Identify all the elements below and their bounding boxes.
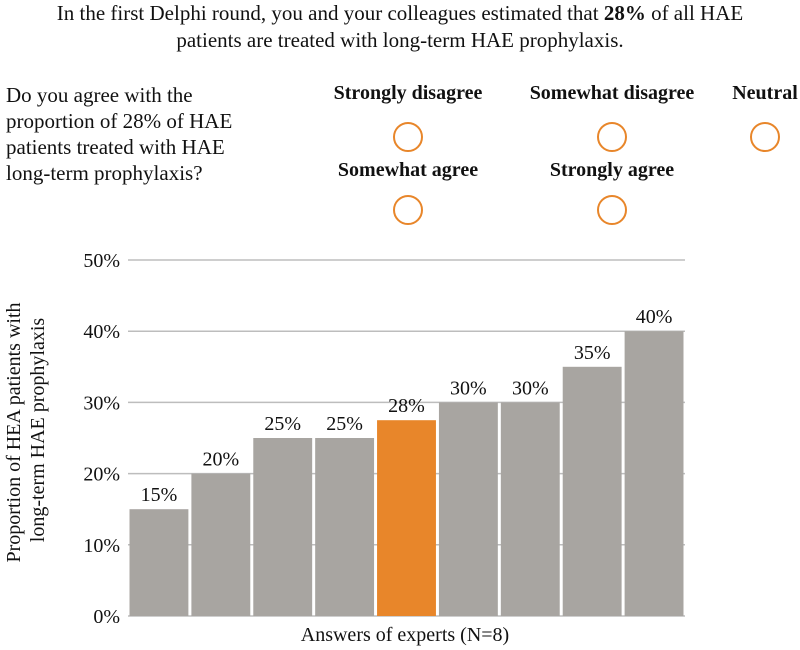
y-tick-label: 40% bbox=[83, 321, 120, 343]
bar-value-label: 30% bbox=[450, 377, 487, 399]
y-axis-title: Proportion of HEA patients with long-ter… bbox=[3, 298, 49, 563]
bar-value-label: 20% bbox=[202, 449, 239, 471]
radio-strongly-disagree[interactable] bbox=[393, 122, 423, 152]
option-label-strongly-agree: Strongly agree bbox=[549, 159, 675, 181]
y-tick-label: 50% bbox=[83, 250, 120, 272]
y-axis-title-line1: Proportion of HEA patients with bbox=[3, 303, 25, 563]
bar bbox=[253, 438, 313, 616]
bars bbox=[129, 331, 684, 616]
bar-value-label: 25% bbox=[264, 413, 301, 435]
y-tick-label: 30% bbox=[83, 392, 120, 414]
option-label-somewhat-disagree: Somewhat disagree bbox=[529, 82, 695, 104]
intro-text: In the first Delphi round, you and your … bbox=[0, 0, 800, 54]
question-text: Do you agree with the proportion of 28% … bbox=[6, 83, 233, 185]
bar bbox=[438, 402, 498, 616]
bar-value-label: 15% bbox=[141, 484, 178, 506]
bar-value-label: 40% bbox=[636, 306, 673, 328]
bar-value-label: 28% bbox=[388, 395, 425, 417]
radio-strongly-agree[interactable] bbox=[597, 195, 627, 225]
data-labels: 15% 20% 25% 25% 28% 30% 30% 35% 40% bbox=[141, 306, 673, 506]
bar bbox=[562, 366, 622, 616]
radio-somewhat-agree[interactable] bbox=[393, 195, 423, 225]
option-label-neutral: Neutral bbox=[732, 82, 798, 104]
y-tick-label: 0% bbox=[93, 606, 120, 628]
y-tick-labels: 0% 10% 20% 30% 40% 50% bbox=[83, 250, 120, 628]
x-axis-title: Answers of experts (N=8) bbox=[301, 624, 509, 646]
highlighted-bar bbox=[377, 420, 436, 616]
y-tick-label: 20% bbox=[83, 464, 120, 486]
bar bbox=[191, 473, 251, 616]
option-label-somewhat-agree: Somewhat agree bbox=[337, 159, 479, 181]
bar bbox=[315, 438, 375, 616]
radio-neutral[interactable] bbox=[750, 122, 780, 152]
intro-text-line2: patients are treated with long-term HAE … bbox=[176, 28, 624, 52]
bar-value-label: 30% bbox=[512, 377, 549, 399]
intro-text-part1: In the first Delphi round, you and your … bbox=[56, 1, 604, 25]
radio-somewhat-disagree[interactable] bbox=[597, 122, 627, 152]
intro-text-part2: of all HAE bbox=[645, 1, 744, 25]
bar-value-label: 35% bbox=[574, 342, 611, 364]
y-tick-label: 10% bbox=[83, 535, 120, 557]
bar-value-label: 25% bbox=[326, 413, 363, 435]
intro-highlight-value: 28% bbox=[603, 1, 646, 25]
bar-chart: 15% 20% 25% 25% 28% 30% 30% 35% 40% 0% 10% 20% 30% 4… bbox=[3, 250, 685, 646]
bar bbox=[500, 402, 560, 616]
bar bbox=[129, 509, 189, 616]
option-label-strongly-disagree: Strongly disagree bbox=[333, 82, 483, 104]
bar bbox=[624, 331, 684, 616]
y-axis-title-line2: long-term HAE prophylaxis bbox=[27, 318, 49, 543]
